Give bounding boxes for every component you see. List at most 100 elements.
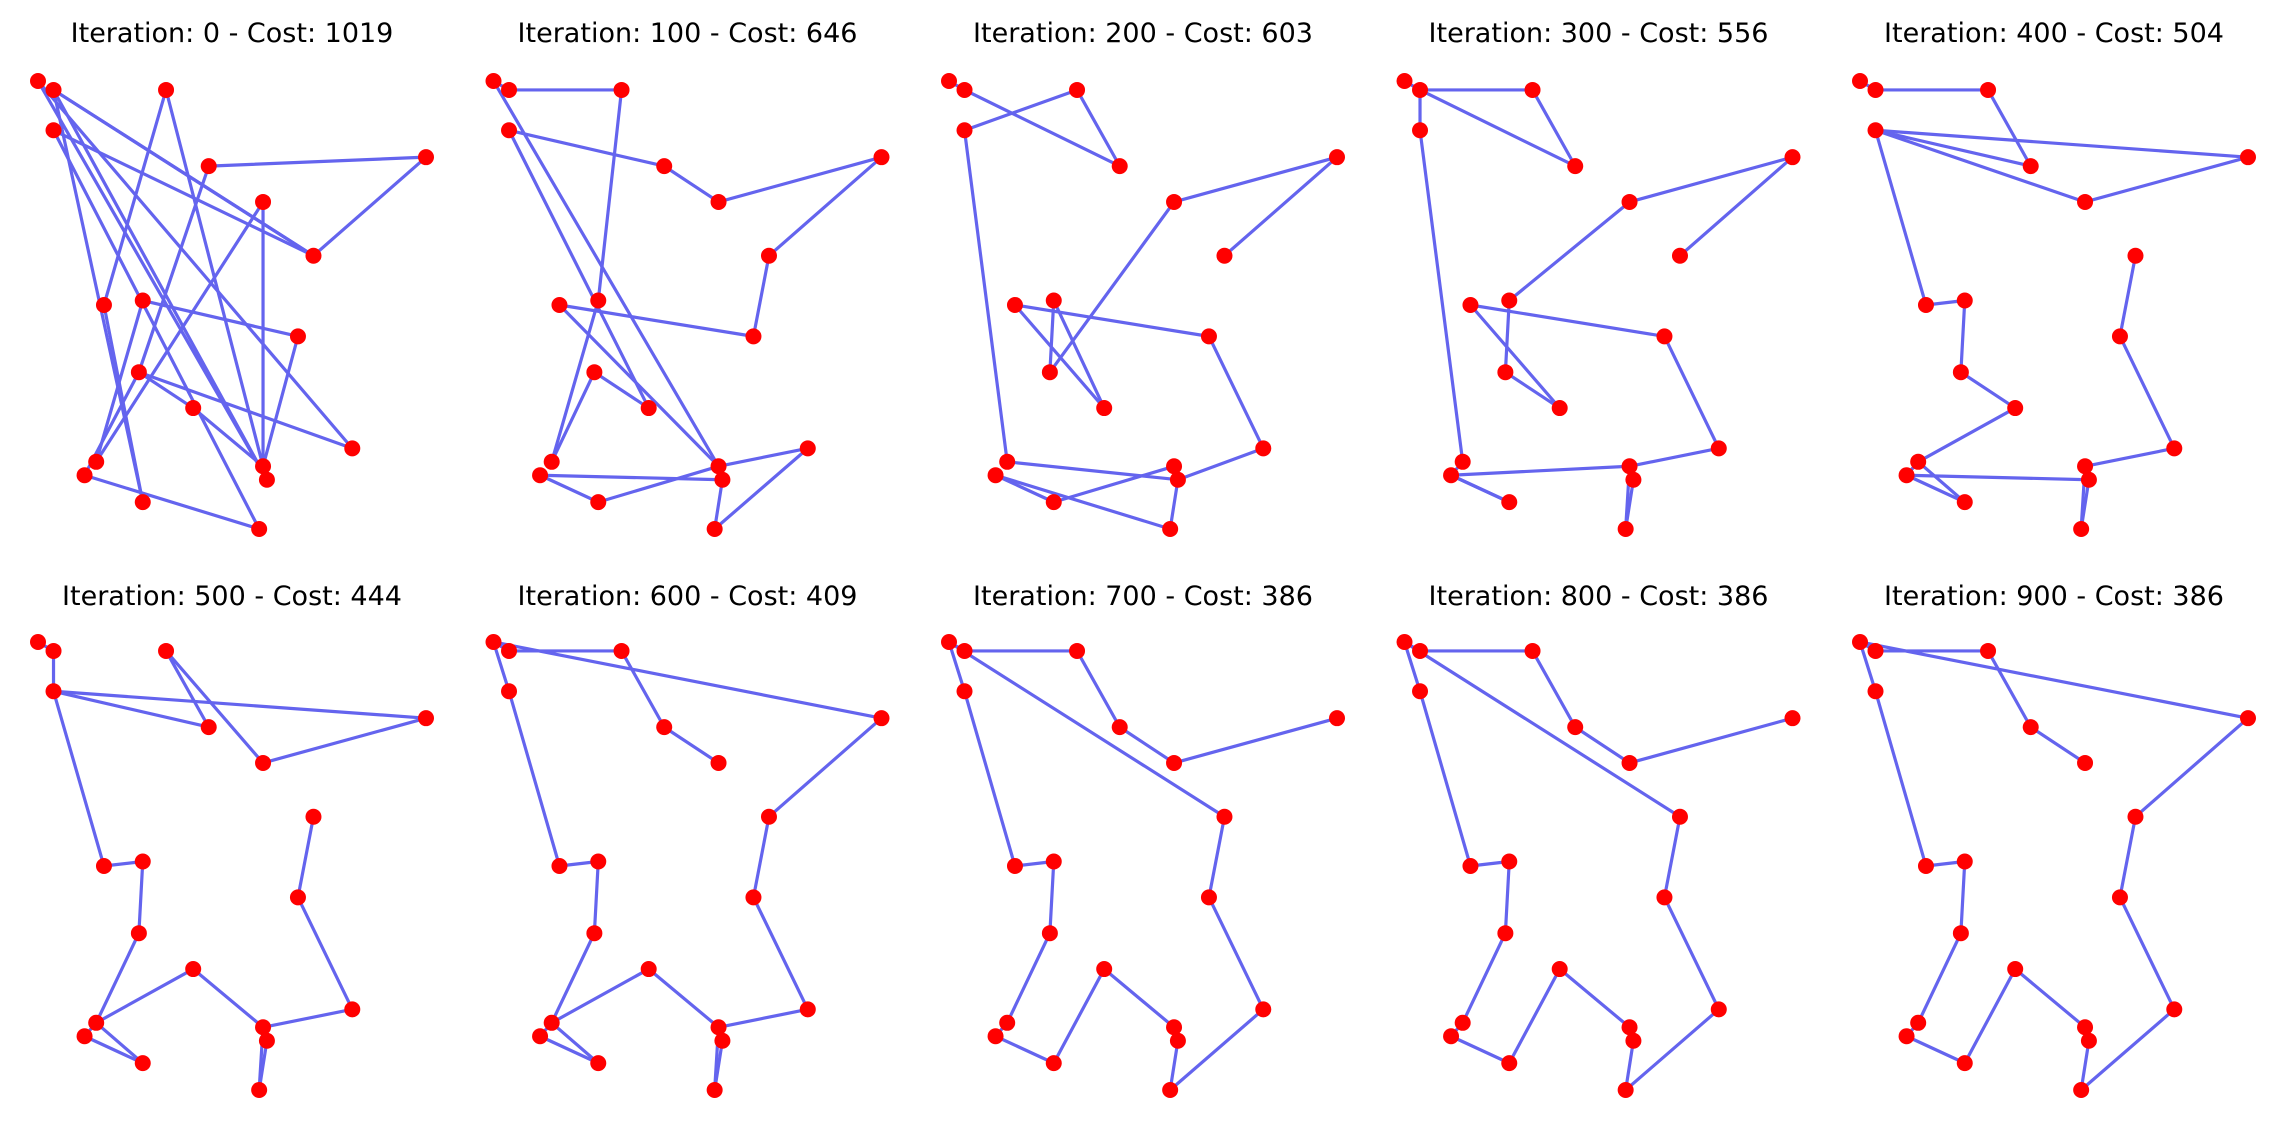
tour-edge <box>1468 303 1562 410</box>
tour-edge <box>993 473 1172 531</box>
city-point <box>656 158 673 175</box>
tsp-panel-100: Iteration: 100 - Cost: 646 <box>485 18 890 537</box>
tour-edge <box>36 79 354 450</box>
tsp-panel-0: Iteration: 0 - Cost: 1019 <box>30 18 434 537</box>
city-point <box>543 1014 560 1031</box>
city-point <box>1621 1019 1638 1036</box>
tour-edge <box>1873 128 2087 204</box>
city-point <box>1852 634 1868 650</box>
city-point <box>1096 400 1113 417</box>
city-point <box>1501 292 1518 309</box>
city-point <box>200 158 217 175</box>
city-point <box>1551 961 1568 978</box>
tour-edge <box>1052 464 1176 504</box>
city-point <box>1443 467 1460 484</box>
city-point <box>1454 453 1471 470</box>
city-point <box>185 961 202 978</box>
tour-edge <box>51 689 106 868</box>
tour-edge <box>1904 1034 1967 1065</box>
tour-edge <box>491 640 884 720</box>
city-point <box>185 400 202 417</box>
city-point <box>710 1019 727 1036</box>
tour-edge <box>191 406 265 468</box>
city-point <box>1412 683 1429 700</box>
city-point <box>418 149 434 166</box>
city-point <box>543 453 560 470</box>
tour-edge <box>51 128 261 531</box>
city-point <box>1069 81 1086 98</box>
tour-edge <box>962 128 1009 464</box>
panel-title: Iteration: 900 - Cost: 386 <box>1884 581 2224 612</box>
tour-edge <box>1461 931 1507 1025</box>
city-point <box>95 858 112 874</box>
tour-edge <box>647 967 721 1029</box>
city-point <box>255 458 272 475</box>
tour-edge <box>82 473 261 531</box>
city-point <box>2022 158 2039 175</box>
city-point <box>2077 754 2094 771</box>
city-point <box>1045 494 1062 511</box>
city-point <box>251 1082 268 1098</box>
city-point <box>305 808 322 825</box>
tour-edge <box>1052 967 1106 1065</box>
city-point <box>760 247 777 264</box>
tour-edge <box>491 79 721 468</box>
city-point <box>1617 1082 1634 1098</box>
city-point <box>1867 642 1884 659</box>
tour-edge <box>207 155 428 168</box>
city-point <box>30 73 46 89</box>
tour-edge <box>962 88 1122 168</box>
tour-edge <box>1168 1007 1265 1092</box>
tour-edge <box>557 303 756 338</box>
tour-edge <box>1402 640 1422 693</box>
tour-edge <box>1662 815 1682 899</box>
city-point <box>551 297 568 313</box>
city-point <box>1898 1028 1915 1045</box>
tour-edge <box>507 128 666 168</box>
city-point <box>200 719 217 736</box>
city-point <box>1980 642 1997 659</box>
city-point <box>987 1028 1004 1045</box>
tour-edge <box>751 895 810 1011</box>
tour-edge <box>1573 725 1632 765</box>
city-point <box>956 81 973 98</box>
panel-title: Iteration: 0 - Cost: 1019 <box>71 18 394 49</box>
tour-edge <box>1986 88 2033 168</box>
tour-edge <box>1222 155 1339 258</box>
tour-edge <box>94 1021 145 1065</box>
tour-edge <box>1118 725 1176 765</box>
city-point <box>1216 808 1233 825</box>
city-point <box>1169 471 1186 488</box>
city-point <box>418 710 434 727</box>
tour-edge <box>751 815 771 899</box>
tour-edge <box>592 370 651 410</box>
city-point <box>2127 247 2144 264</box>
city-point <box>158 642 175 659</box>
city-point <box>344 440 361 457</box>
city-point <box>1162 521 1179 537</box>
tour-edge <box>2133 716 2250 819</box>
tour-edge <box>2118 815 2138 899</box>
city-point <box>613 81 630 98</box>
tsp-panel-300: Iteration: 300 - Cost: 556 <box>1396 18 1801 537</box>
city-point <box>873 710 890 727</box>
city-point <box>76 467 93 484</box>
panel-title: Iteration: 300 - Cost: 556 <box>1429 18 1769 49</box>
tour-edge <box>1963 967 2017 1065</box>
city-point <box>745 889 762 906</box>
tour-edge <box>1176 446 1265 482</box>
tour-edge <box>550 1021 600 1065</box>
tour-edge <box>1048 859 1056 935</box>
tour-edge <box>1048 200 1176 374</box>
tour-edge <box>1102 967 1176 1029</box>
tour-edge <box>751 254 771 338</box>
city-point <box>710 754 727 771</box>
tour-edge <box>1627 446 1721 468</box>
tour-edge <box>1916 931 1963 1025</box>
city-point <box>289 328 306 345</box>
city-point <box>1952 364 1969 381</box>
city-point <box>1621 754 1638 771</box>
city-point <box>1412 642 1429 659</box>
tour-edge <box>557 303 721 468</box>
tour-edge <box>164 649 211 729</box>
